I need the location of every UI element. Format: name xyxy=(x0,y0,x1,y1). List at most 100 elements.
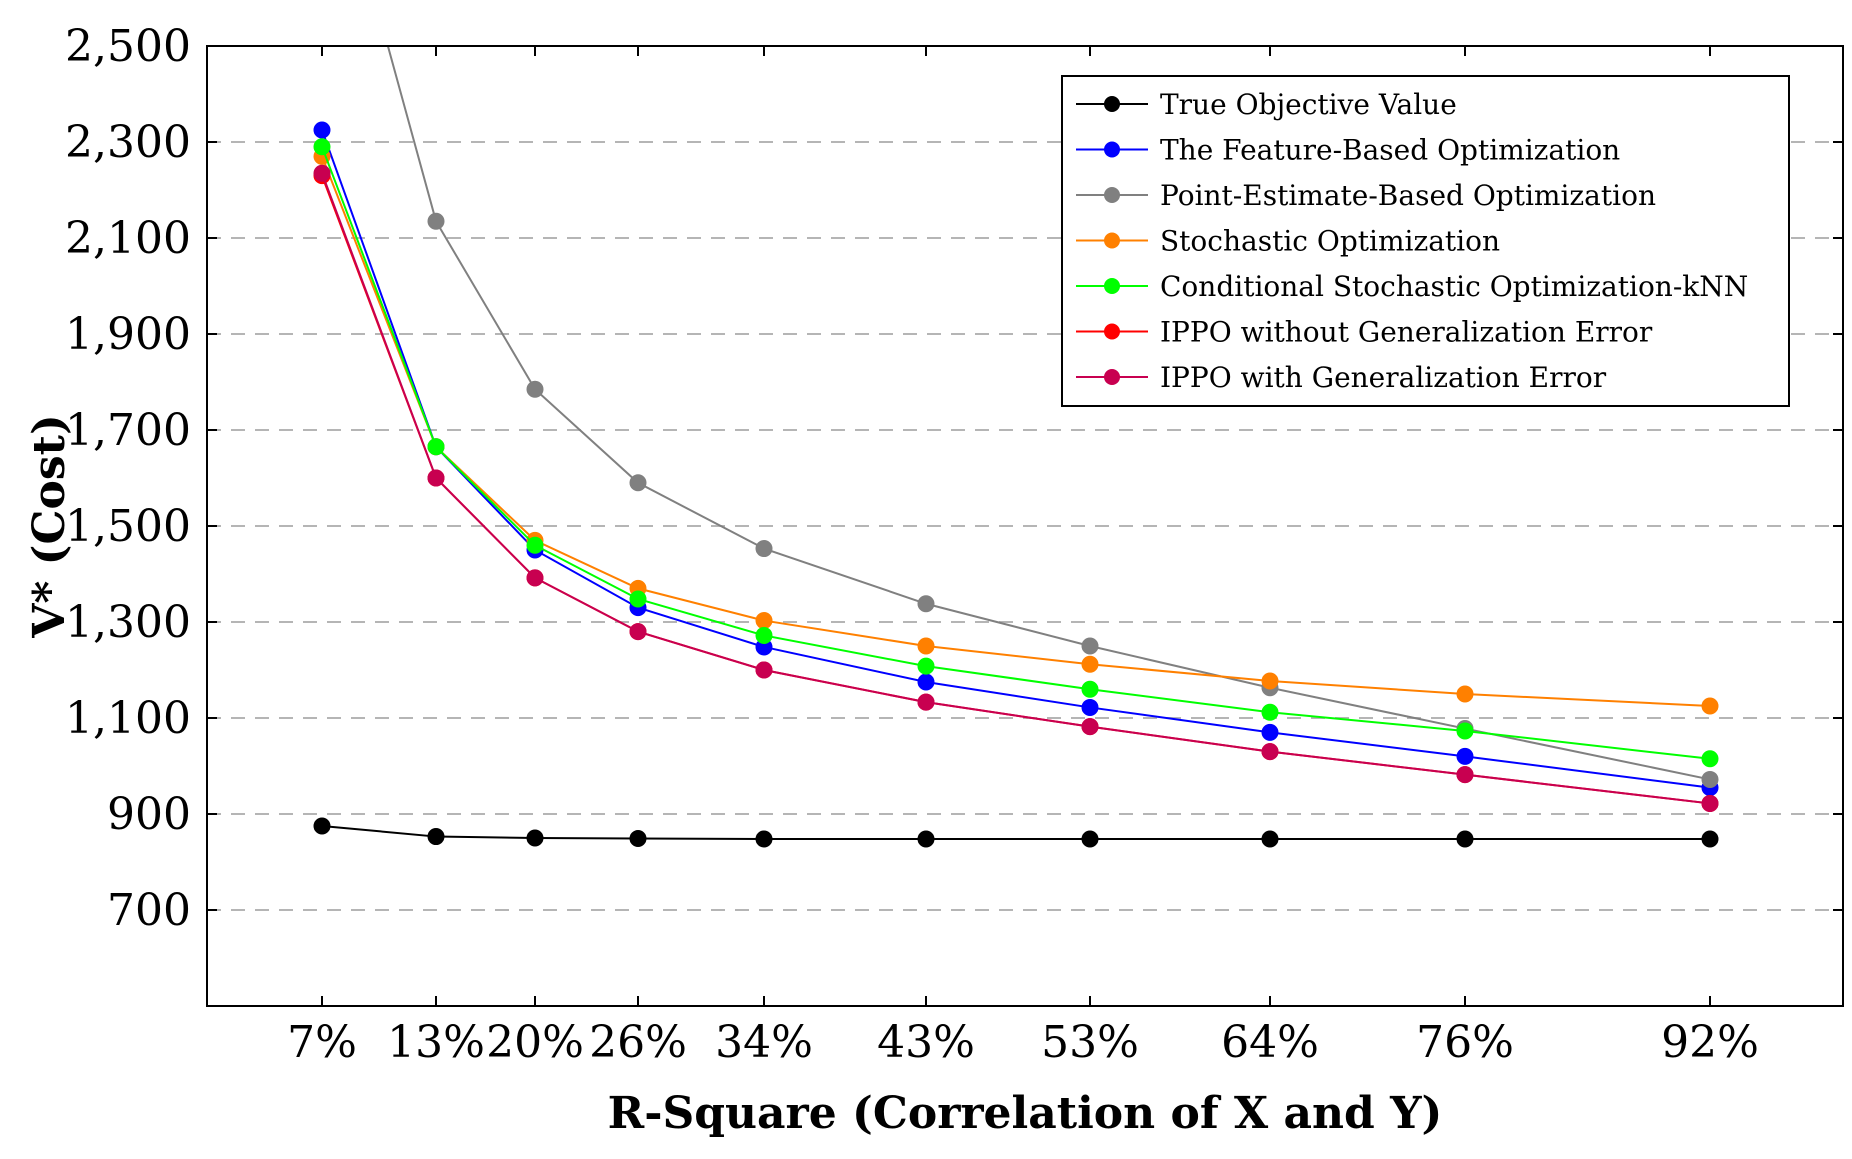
data-point xyxy=(1261,672,1279,690)
data-point xyxy=(917,637,935,655)
series-0 xyxy=(313,817,1719,848)
y-tick-label: 1,500 xyxy=(65,501,191,552)
x-axis-ticks: 7% 13% 20% 26% 34% 43% 53% 64% 76% 92% xyxy=(287,46,1759,1068)
series-6 xyxy=(313,164,1719,812)
series-line xyxy=(321,825,1710,840)
data-point xyxy=(427,469,445,487)
data-point xyxy=(755,612,773,630)
legend-item: Conditional Stochastic Optimization-kNN xyxy=(1076,270,1748,303)
data-point xyxy=(1456,766,1474,784)
legend-item: IPPO with Generalization Error xyxy=(1076,361,1607,394)
y-tick-label: 1,700 xyxy=(65,405,191,456)
legend-label: Point-Estimate-Based Optimization xyxy=(1160,179,1656,212)
legend-item: Point-Estimate-Based Optimization xyxy=(1076,179,1656,212)
data-point xyxy=(629,590,647,608)
x-tick-label: 43% xyxy=(877,1017,975,1068)
y-axis-ticks: 700 900 1,100 1,300 1,500 1,700 1,900 2,100 2,30… xyxy=(65,21,1843,936)
legend-label: The Feature-Based Optimization xyxy=(1160,134,1620,167)
data-point xyxy=(1701,830,1719,848)
series-group xyxy=(313,46,1719,848)
x-tick-label: 13% xyxy=(387,1017,485,1068)
data-point xyxy=(1456,685,1474,703)
legend-marker xyxy=(1104,232,1120,249)
series-line xyxy=(321,172,1711,805)
data-point xyxy=(427,438,445,456)
data-point xyxy=(1261,830,1279,848)
legend-marker xyxy=(1104,141,1120,158)
data-point xyxy=(1701,697,1719,715)
legend-box xyxy=(1061,75,1790,407)
legend-marker xyxy=(1104,96,1120,112)
data-point xyxy=(917,693,935,711)
data-point xyxy=(629,474,647,492)
data-point xyxy=(917,830,935,848)
data-point xyxy=(313,164,331,182)
data-point xyxy=(526,536,544,554)
x-tick-label: 76% xyxy=(1416,1017,1514,1068)
data-point xyxy=(1261,703,1279,721)
data-point xyxy=(1081,637,1099,655)
data-point xyxy=(1456,722,1474,740)
data-point xyxy=(1261,723,1279,741)
legend-marker xyxy=(1104,278,1120,294)
legend-label: True Objective Value xyxy=(1160,88,1457,121)
legend-item: True Objective Value xyxy=(1076,88,1457,121)
legend-label: IPPO with Generalization Error xyxy=(1160,361,1607,394)
legend-label: IPPO without Generalization Error xyxy=(1160,316,1653,349)
data-point xyxy=(427,828,445,846)
x-tick-label: 20% xyxy=(486,1017,584,1068)
x-axis-title: R-Square (Correlation of X and Y) xyxy=(608,1088,1443,1139)
x-tick-label: 92% xyxy=(1661,1017,1759,1068)
y-tick-label: 2,300 xyxy=(65,117,191,168)
data-point xyxy=(755,540,773,558)
data-point xyxy=(313,121,331,139)
y-axis-title: V* (Cost) xyxy=(24,414,75,639)
y-tick-label: 1,300 xyxy=(65,597,191,648)
data-point xyxy=(1456,747,1474,765)
series-line xyxy=(386,46,1711,781)
series-line xyxy=(321,146,1711,760)
data-point xyxy=(1701,750,1719,768)
data-point xyxy=(1081,830,1099,848)
series-4 xyxy=(313,138,1719,768)
y-tick-label: 700 xyxy=(107,885,191,936)
series-line xyxy=(321,129,1711,789)
data-point xyxy=(1701,770,1719,788)
data-point xyxy=(313,817,331,835)
y-tick-label: 1,900 xyxy=(65,309,191,360)
legend-marker xyxy=(1104,369,1120,385)
data-point xyxy=(755,626,773,644)
data-point xyxy=(755,661,773,679)
legend: True Objective Value The Feature-Based Op… xyxy=(1061,75,1790,407)
legend-marker xyxy=(1104,187,1120,203)
data-point xyxy=(629,623,647,641)
x-tick-label: 53% xyxy=(1041,1017,1139,1068)
legend-item: Stochastic Optimization xyxy=(1076,225,1500,258)
legend-label: Conditional Stochastic Optimization-kNN xyxy=(1160,270,1748,303)
data-point xyxy=(917,673,935,691)
series-line xyxy=(321,156,1711,707)
x-tick-label: 64% xyxy=(1221,1017,1319,1068)
data-point xyxy=(427,212,445,230)
data-point xyxy=(1456,830,1474,848)
data-point xyxy=(629,829,647,847)
legend-item: IPPO without Generalization Error xyxy=(1076,316,1653,349)
data-point xyxy=(1261,743,1279,761)
x-tick-label: 34% xyxy=(715,1017,813,1068)
y-tick-label: 2,500 xyxy=(65,21,191,72)
data-point xyxy=(1081,698,1099,716)
data-point xyxy=(1081,655,1099,673)
legend-item: The Feature-Based Optimization xyxy=(1076,134,1620,167)
data-point xyxy=(1081,718,1099,736)
data-point xyxy=(755,830,773,848)
x-tick-label: 26% xyxy=(589,1017,687,1068)
y-tick-label: 1,100 xyxy=(65,693,191,744)
data-point xyxy=(917,595,935,613)
data-point xyxy=(1701,794,1719,812)
data-point xyxy=(526,569,544,587)
y-tick-label: 900 xyxy=(107,789,191,840)
data-point xyxy=(917,657,935,675)
legend-marker xyxy=(1104,323,1120,340)
